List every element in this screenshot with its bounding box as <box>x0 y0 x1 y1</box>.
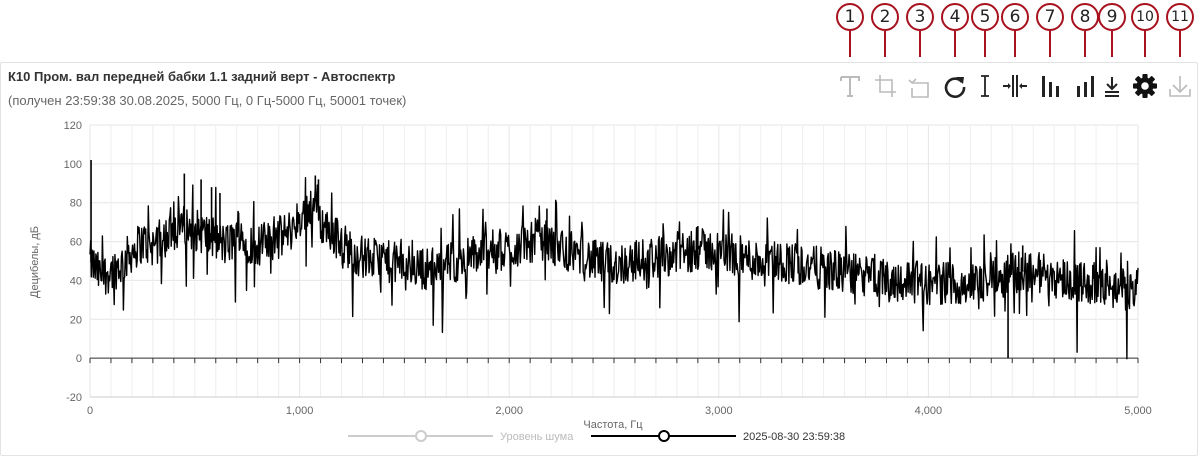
zoom-back-button[interactable] <box>905 68 935 104</box>
chart-title: К10 Пром. вал передней бабки 1.1 задний … <box>8 69 396 84</box>
y-axis-label: Децибелы, дБ <box>29 226 41 298</box>
y-tick-label: 0 <box>76 353 82 365</box>
callout-4: 4 <box>941 3 969 31</box>
spectrum-line <box>89 177 1139 360</box>
callout-9: 9 <box>1098 3 1126 31</box>
y-tick-label: 100 <box>64 159 82 171</box>
callout-leader <box>984 31 986 57</box>
callout-2: 2 <box>871 3 899 31</box>
x-tick-label: 3,000 <box>705 405 733 417</box>
callout-3: 3 <box>906 3 934 31</box>
chart-legend: Уровень шума 2025-08-30 23:59:38 <box>348 430 845 443</box>
callout-leader <box>1179 31 1181 57</box>
y-tick-label: -20 <box>66 392 82 404</box>
chart-toolbar: 1 2 3 4 5 6 7 8 9 10 11 <box>0 0 1200 110</box>
callout-leader <box>1084 31 1086 57</box>
zoom-back-icon <box>908 78 929 98</box>
y-tick-label: 80 <box>70 198 82 210</box>
settings-button[interactable] <box>1130 68 1160 104</box>
chart-axes: -20 0 20 40 60 80 100 120 0 1,000 2,000 3,000 4,000 5… <box>64 120 1152 417</box>
x-tick-label: 5,000 <box>1124 405 1152 417</box>
chart-subtitle: (получен 23:59:38 30.08.2025, 5000 Гц, 0… <box>8 93 407 108</box>
legend-series-marker[interactable] <box>658 430 670 442</box>
sidebands-button[interactable] <box>1070 68 1100 104</box>
callout-leader <box>849 31 851 57</box>
sidebands-bars-icon <box>1077 76 1094 97</box>
callout-7: 7 <box>1036 3 1064 31</box>
harmonic-cursor-button[interactable] <box>1000 68 1030 104</box>
harmonics-button[interactable] <box>1035 68 1065 104</box>
harmonic-cursor-icon <box>1003 75 1027 97</box>
text-t-icon <box>840 76 860 97</box>
download-button[interactable] <box>1165 68 1195 104</box>
y-tick-label: 120 <box>64 120 82 132</box>
callout-leader <box>1111 31 1113 57</box>
callout-leader <box>1049 31 1051 57</box>
y-tick-label: 40 <box>70 275 82 287</box>
cursor-i-beam-icon <box>981 75 989 97</box>
callout-leader <box>1014 31 1016 57</box>
callout-leader <box>1144 31 1146 57</box>
text-tool-button[interactable] <box>835 68 865 104</box>
crop-zoom-icon <box>875 75 896 97</box>
y-tick-label: 60 <box>70 237 82 249</box>
x-axis-label: Частота, Гц <box>583 419 643 431</box>
cursor-button[interactable] <box>970 68 1000 104</box>
legend-noise-marker[interactable] <box>415 430 427 442</box>
x-tick-label: 2,000 <box>495 405 523 417</box>
callout-leader <box>919 31 921 57</box>
x-tick-label: 0 <box>87 405 93 417</box>
callout-10: 10 <box>1131 3 1159 31</box>
callout-leader <box>954 31 956 57</box>
callout-5: 5 <box>971 3 999 31</box>
download-icon <box>1169 76 1191 97</box>
reset-refresh-icon <box>944 77 966 98</box>
legend-series-label[interactable]: 2025-08-30 23:59:38 <box>743 431 845 443</box>
x-tick-label: 1,000 <box>286 405 314 417</box>
callout-leader <box>884 31 886 57</box>
x-tick-label: 4,000 <box>915 405 943 417</box>
reset-button[interactable] <box>940 68 970 104</box>
callout-11: 11 <box>1166 3 1194 31</box>
baseline-button[interactable] <box>1097 68 1127 104</box>
callout-1: 1 <box>836 3 864 31</box>
gear-icon <box>1133 74 1157 98</box>
callout-6: 6 <box>1001 3 1029 31</box>
chart-panel <box>0 62 1198 456</box>
zoom-select-button[interactable] <box>870 68 900 104</box>
plot-area <box>89 159 1139 360</box>
baseline-icon <box>1105 77 1119 97</box>
y-tick-label: 20 <box>70 314 82 326</box>
legend-noise-label[interactable]: Уровень шума <box>500 431 574 443</box>
harmonics-bars-icon <box>1042 76 1059 97</box>
